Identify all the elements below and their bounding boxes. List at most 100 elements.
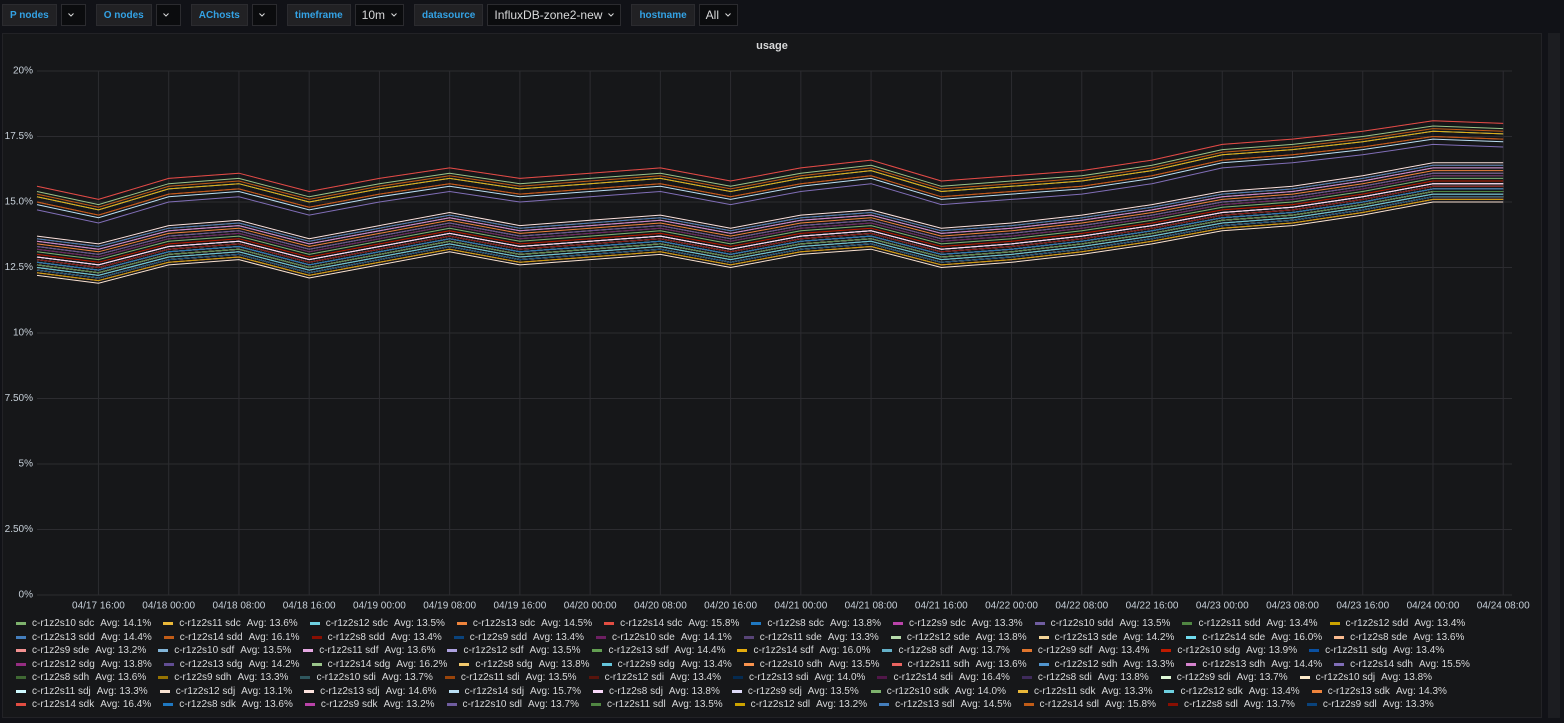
legend-avg: Avg: 14.2% bbox=[249, 658, 300, 672]
legend-item[interactable]: c-r1z2s11 sdfAvg: 13.6% bbox=[303, 644, 435, 658]
legend-item[interactable]: c-r1z2s14 sdfAvg: 16.0% bbox=[737, 644, 870, 658]
legend-item[interactable]: c-r1z2s8 sdcAvg: 13.8% bbox=[751, 617, 881, 631]
legend-avg: Avg: 13.7% bbox=[959, 644, 1010, 658]
legend-name: c-r1z2s14 sdd bbox=[180, 631, 243, 645]
legend-avg: Avg: 14.4% bbox=[675, 644, 726, 658]
legend-item[interactable]: c-r1z2s9 sdeAvg: 13.2% bbox=[16, 644, 146, 658]
legend-item[interactable]: c-r1z2s14 sddAvg: 16.1% bbox=[164, 631, 300, 645]
legend-item[interactable]: c-r1z2s13 sddAvg: 14.4% bbox=[16, 631, 152, 645]
legend-avg: Avg: 13.8% bbox=[830, 617, 881, 631]
legend-item[interactable]: c-r1z2s10 sdgAvg: 13.9% bbox=[1161, 644, 1297, 658]
series-line bbox=[37, 131, 1503, 210]
legend-avg: Avg: 13.6% bbox=[385, 644, 436, 658]
legend-item[interactable]: c-r1z2s8 sdkAvg: 13.6% bbox=[163, 698, 293, 712]
legend-item[interactable]: c-r1z2s13 sdeAvg: 14.2% bbox=[1039, 631, 1175, 645]
legend-item[interactable]: c-r1z2s11 sdhAvg: 13.6% bbox=[892, 658, 1027, 672]
legend-item[interactable]: c-r1z2s14 sdhAvg: 15.5% bbox=[1334, 658, 1470, 672]
legend-item[interactable]: c-r1z2s12 sdlAvg: 13.2% bbox=[735, 698, 867, 712]
legend-item[interactable]: c-r1z2s14 sdlAvg: 15.8% bbox=[1024, 698, 1156, 712]
legend-name: c-r1z2s13 sde bbox=[1055, 631, 1118, 645]
legend-item[interactable]: c-r1z2s14 sdcAvg: 15.8% bbox=[604, 617, 739, 631]
legend-item[interactable]: c-r1z2s9 sdkAvg: 13.2% bbox=[305, 698, 435, 712]
legend-name: c-r1z2s13 sdh bbox=[1202, 658, 1265, 672]
legend-item[interactable]: c-r1z2s8 sdeAvg: 13.6% bbox=[1334, 631, 1464, 645]
legend-item[interactable]: c-r1z2s11 sddAvg: 13.4% bbox=[1182, 617, 1317, 631]
legend-item[interactable]: c-r1z2s12 sdkAvg: 13.4% bbox=[1164, 685, 1299, 699]
legend-item[interactable]: c-r1z2s11 sdkAvg: 13.3% bbox=[1018, 685, 1152, 699]
legend-item[interactable]: c-r1z2s13 sdfAvg: 14.4% bbox=[592, 644, 725, 658]
series-line bbox=[37, 197, 1503, 278]
legend-item[interactable]: c-r1z2s13 sdhAvg: 14.4% bbox=[1186, 658, 1322, 672]
legend-item[interactable]: c-r1z2s13 sdjAvg: 14.6% bbox=[304, 685, 436, 699]
series-line bbox=[37, 194, 1503, 275]
legend-item[interactable]: c-r1z2s9 sdlAvg: 13.3% bbox=[1307, 698, 1434, 712]
legend-item[interactable]: c-r1z2s8 sdgAvg: 13.8% bbox=[459, 658, 589, 672]
legend-item[interactable]: c-r1z2s9 sddAvg: 13.4% bbox=[454, 631, 584, 645]
legend-item[interactable]: c-r1z2s13 sdgAvg: 14.2% bbox=[164, 658, 300, 672]
legend-item[interactable]: c-r1z2s11 sdjAvg: 13.3% bbox=[16, 685, 148, 699]
legend-item[interactable]: c-r1z2s12 sdgAvg: 13.8% bbox=[16, 658, 152, 672]
legend-item[interactable]: c-r1z2s10 sdeAvg: 14.1% bbox=[596, 631, 732, 645]
legend-item[interactable]: c-r1z2s8 sddAvg: 13.4% bbox=[312, 631, 442, 645]
legend-item[interactable]: c-r1z2s10 sdcAvg: 14.1% bbox=[16, 617, 151, 631]
legend-swatch bbox=[1186, 636, 1196, 639]
legend-item[interactable]: c-r1z2s12 sdfAvg: 13.5% bbox=[447, 644, 580, 658]
legend-item[interactable]: c-r1z2s10 sdkAvg: 14.0% bbox=[871, 685, 1006, 699]
legend-item[interactable]: c-r1z2s8 sdhAvg: 13.6% bbox=[16, 671, 146, 685]
legend-name: c-r1z2s10 sdg bbox=[1177, 644, 1240, 658]
legend-item[interactable]: c-r1z2s13 sdlAvg: 14.5% bbox=[879, 698, 1011, 712]
legend-item[interactable]: c-r1z2s14 sdiAvg: 16.4% bbox=[877, 671, 1009, 685]
legend-item[interactable]: c-r1z2s8 sdjAvg: 13.8% bbox=[593, 685, 720, 699]
legend-item[interactable]: c-r1z2s14 sdjAvg: 15.7% bbox=[449, 685, 581, 699]
legend-item[interactable]: c-r1z2s9 sdhAvg: 13.3% bbox=[158, 671, 288, 685]
legend-item[interactable]: c-r1z2s11 sdlAvg: 13.5% bbox=[591, 698, 723, 712]
legend-name: c-r1z2s12 sde bbox=[907, 631, 970, 645]
legend-item[interactable]: c-r1z2s12 sddAvg: 13.4% bbox=[1330, 617, 1466, 631]
legend-item[interactable]: c-r1z2s9 sdfAvg: 13.4% bbox=[1022, 644, 1149, 658]
legend-item[interactable]: c-r1z2s10 sdlAvg: 13.7% bbox=[447, 698, 579, 712]
legend-item[interactable]: c-r1z2s11 sdeAvg: 13.3% bbox=[744, 631, 879, 645]
legend-avg: Avg: 13.6% bbox=[1413, 631, 1464, 645]
legend-item[interactable]: c-r1z2s9 sdgAvg: 13.4% bbox=[602, 658, 732, 672]
legend-item[interactable]: c-r1z2s12 sdcAvg: 13.5% bbox=[310, 617, 445, 631]
legend-item[interactable]: c-r1z2s14 sdkAvg: 16.4% bbox=[16, 698, 151, 712]
legend-item[interactable]: c-r1z2s14 sdgAvg: 16.2% bbox=[312, 658, 448, 672]
legend-item[interactable]: c-r1z2s11 sdiAvg: 13.5% bbox=[445, 671, 577, 685]
legend-item[interactable]: c-r1z2s10 sdfAvg: 13.5% bbox=[158, 644, 291, 658]
legend-avg: Avg: 13.5% bbox=[394, 617, 445, 631]
legend-name: c-r1z2s11 sdi bbox=[461, 671, 520, 685]
legend-item[interactable]: c-r1z2s11 sdgAvg: 13.4% bbox=[1309, 644, 1444, 658]
legend-swatch bbox=[1161, 676, 1171, 679]
legend-name: c-r1z2s13 sdd bbox=[32, 631, 95, 645]
legend-item[interactable]: c-r1z2s13 sdcAvg: 14.5% bbox=[457, 617, 592, 631]
legend-item[interactable]: c-r1z2s8 sdfAvg: 13.7% bbox=[882, 644, 1009, 658]
legend-item[interactable]: c-r1z2s12 sdeAvg: 13.8% bbox=[891, 631, 1027, 645]
legend-item[interactable]: c-r1z2s11 sdcAvg: 13.6% bbox=[163, 617, 297, 631]
legend-swatch bbox=[305, 703, 315, 706]
legend-swatch bbox=[732, 690, 742, 693]
series-line bbox=[37, 197, 1503, 278]
legend-item[interactable]: c-r1z2s13 sdiAvg: 14.0% bbox=[733, 671, 865, 685]
legend-avg: Avg: 13.3% bbox=[828, 631, 879, 645]
legend-item[interactable]: c-r1z2s14 sdeAvg: 16.0% bbox=[1186, 631, 1322, 645]
legend-swatch bbox=[891, 636, 901, 639]
legend-item[interactable]: c-r1z2s10 sddAvg: 13.5% bbox=[1035, 617, 1171, 631]
x-tick-label: 04/19 00:00 bbox=[353, 601, 406, 612]
legend-item[interactable]: c-r1z2s8 sdlAvg: 13.7% bbox=[1168, 698, 1295, 712]
legend-item[interactable]: c-r1z2s12 sdjAvg: 13.1% bbox=[160, 685, 292, 699]
legend-item[interactable]: c-r1z2s10 sdhAvg: 13.5% bbox=[744, 658, 880, 672]
legend-item[interactable]: c-r1z2s9 sdjAvg: 13.5% bbox=[732, 685, 859, 699]
legend-item[interactable]: c-r1z2s10 sdiAvg: 13.7% bbox=[300, 671, 432, 685]
legend-item[interactable]: c-r1z2s8 sdiAvg: 13.8% bbox=[1022, 671, 1149, 685]
series-line bbox=[37, 194, 1503, 275]
legend-item[interactable]: c-r1z2s9 sdcAvg: 13.3% bbox=[893, 617, 1023, 631]
legend-item[interactable]: c-r1z2s13 sdkAvg: 14.3% bbox=[1312, 685, 1447, 699]
legend-item[interactable]: c-r1z2s10 sdjAvg: 13.8% bbox=[1300, 671, 1432, 685]
legend-item[interactable]: c-r1z2s9 sdiAvg: 13.7% bbox=[1161, 671, 1288, 685]
legend-swatch bbox=[1018, 690, 1028, 693]
legend-name: c-r1z2s14 sdl bbox=[1040, 698, 1099, 712]
legend-item[interactable]: c-r1z2s12 sdhAvg: 13.3% bbox=[1039, 658, 1175, 672]
legend-swatch bbox=[158, 676, 168, 679]
legend-item[interactable]: c-r1z2s12 sdiAvg: 13.4% bbox=[589, 671, 721, 685]
legend-swatch bbox=[1182, 622, 1192, 625]
